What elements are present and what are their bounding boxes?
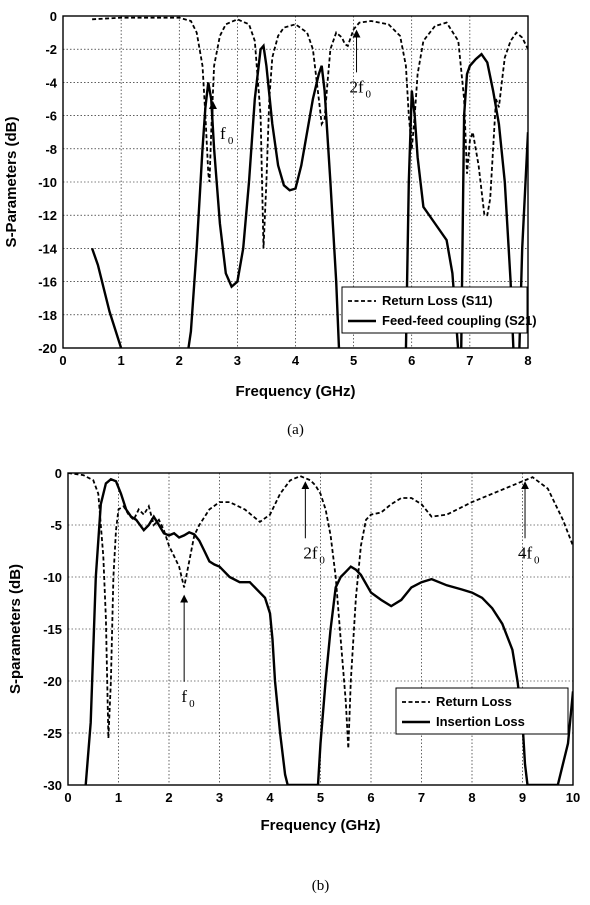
chart-a-x-tick-label: 2 bbox=[176, 353, 183, 368]
chart-b-x-tick-labels: 0 1 2 3 4 5 6 7 8 9 10 bbox=[64, 790, 580, 805]
chart-a-y-tick-label: 0 bbox=[50, 9, 57, 24]
chart-a-x-tick-label: 5 bbox=[350, 353, 357, 368]
chart-b-x-tick-label: 3 bbox=[216, 790, 223, 805]
chart-b-series-return-loss-line bbox=[68, 473, 573, 749]
chart-a-x-tick-label: 0 bbox=[59, 353, 66, 368]
chart-b-y-tick-label: 0 bbox=[55, 466, 62, 481]
chart-b-x-tick-label: 10 bbox=[566, 790, 580, 805]
chart-a-x-tick-label: 4 bbox=[292, 353, 300, 368]
chart-a-annotation-label: 2f bbox=[349, 77, 364, 96]
chart-a-x-tick-label: 8 bbox=[524, 353, 531, 368]
chart-a-frame bbox=[62, 15, 529, 349]
chart-b-legend: Return Loss Insertion Loss bbox=[395, 687, 569, 735]
chart-a-y-tick-label: -8 bbox=[45, 142, 57, 157]
chart-b-y-tick-label: -5 bbox=[50, 518, 62, 533]
chart-b-x-tick-label: 8 bbox=[468, 790, 475, 805]
chart-a-legend: Return Loss (S11) Feed-feed coupling (S2… bbox=[341, 286, 537, 334]
chart-a-legend-box bbox=[341, 286, 528, 334]
chart-b-y-tick-label: -15 bbox=[43, 622, 62, 637]
chart-b-annotation-subscript: 0 bbox=[534, 554, 540, 566]
chart-a-series bbox=[90, 16, 528, 348]
chart-b-y-tick-label: -30 bbox=[43, 778, 62, 793]
chart-a-annotations: f 02f 0 bbox=[208, 29, 372, 147]
chart-a-x-tick-labels: 0 1 2 3 4 5 6 7 8 bbox=[59, 353, 531, 368]
chart-b-x-tick-label: 1 bbox=[115, 790, 122, 805]
chart-b-x-axis-label: Frequency (GHz) bbox=[260, 817, 380, 834]
chart-a-x-tick-label: 6 bbox=[408, 353, 415, 368]
chart-a-y-tick-label: -12 bbox=[38, 208, 57, 223]
chart-a-x-tick-label: 3 bbox=[234, 353, 241, 368]
chart-b-legend-box bbox=[395, 687, 569, 735]
chart-b-x-tick-label: 5 bbox=[317, 790, 324, 805]
chart-a-annotation-subscript: 0 bbox=[228, 135, 234, 147]
chart-b-y-tick-label: -25 bbox=[43, 726, 62, 741]
chart-a-x-tick-label: 1 bbox=[118, 353, 125, 368]
chart-b-series bbox=[68, 473, 573, 785]
chart-b-x-tick-label: 7 bbox=[418, 790, 425, 805]
chart-b-x-tick-label: 4 bbox=[266, 790, 274, 805]
chart-b-annotation-label: f bbox=[181, 687, 187, 706]
chart-b-x-tick-label: 9 bbox=[519, 790, 526, 805]
chart-a-y-tick-label: -14 bbox=[38, 241, 58, 256]
chart-b-x-tick-label: 6 bbox=[367, 790, 374, 805]
chart-b-frame bbox=[67, 472, 574, 786]
chart-a-y-tick-label: -10 bbox=[38, 175, 57, 190]
chart-b-x-tick-label: 2 bbox=[165, 790, 172, 805]
chart-b-y-tick-label: -10 bbox=[43, 570, 62, 585]
chart-a-caption: (a) bbox=[287, 422, 304, 438]
chart-b-y-tick-label: -20 bbox=[43, 674, 62, 689]
chart-a-annotation-subscript: 0 bbox=[366, 88, 372, 100]
chart-a-y-tick-label: -18 bbox=[38, 308, 57, 323]
chart-b-annotation-subscript: 0 bbox=[189, 698, 195, 710]
chart-a-legend-return-loss: Return Loss (S11) bbox=[382, 293, 493, 308]
chart-a-x-tick-label: 7 bbox=[466, 353, 473, 368]
chart-b-x-tick-label: 0 bbox=[64, 790, 71, 805]
chart-a-annotation-label: f bbox=[220, 124, 226, 143]
chart-b-annotation-subscript: 0 bbox=[319, 554, 325, 566]
chart-a-y-tick-label: -4 bbox=[45, 75, 57, 90]
chart-a-y-tick-label: -6 bbox=[45, 109, 57, 124]
chart-a-legend-feed-coupling: Feed-feed coupling (S21) bbox=[382, 313, 537, 328]
chart-b-caption: (b) bbox=[312, 878, 330, 894]
chart-a-x-axis-label: Frequency (GHz) bbox=[235, 383, 355, 400]
chart-b-legend-insertion-loss: Insertion Loss bbox=[436, 714, 525, 729]
chart-b-legend-return-loss: Return Loss bbox=[436, 694, 512, 709]
chart-b-y-tick-labels: 0 -5 -10 -15 -20 -25 -30 bbox=[43, 466, 62, 793]
chart-a-y-tick-labels: 0 -2 -4 -6 -8 -10 -12 -14 -16 -18 -20 bbox=[38, 9, 58, 356]
chart-b: 0 1 2 3 4 5 6 7 8 9 10 0-5-10-15-20-25-30 2f 0 4f 0f 0… bbox=[7, 466, 580, 894]
chart-b-annotation-label: 4f bbox=[518, 543, 533, 562]
chart-a-y-axis-label: S-Parameters (dB) bbox=[3, 117, 20, 248]
chart-b-y-axis-label: S-parameters (dB) bbox=[7, 564, 24, 694]
chart-b-annotations: 2f 0 4f 0f 0 bbox=[180, 481, 540, 710]
chart-a-y-tick-label: -16 bbox=[38, 275, 57, 290]
chart-a-series-feed-coupling-line bbox=[90, 43, 528, 348]
chart-a-y-tick-label: -2 bbox=[45, 42, 57, 57]
chart-b-annotation-label: 2f bbox=[303, 543, 318, 562]
chart-a-y-tick-label: -20 bbox=[38, 341, 57, 356]
chart-b-series-insertion-loss-line bbox=[84, 477, 573, 785]
chart-a-series-return-loss-line bbox=[92, 16, 528, 249]
